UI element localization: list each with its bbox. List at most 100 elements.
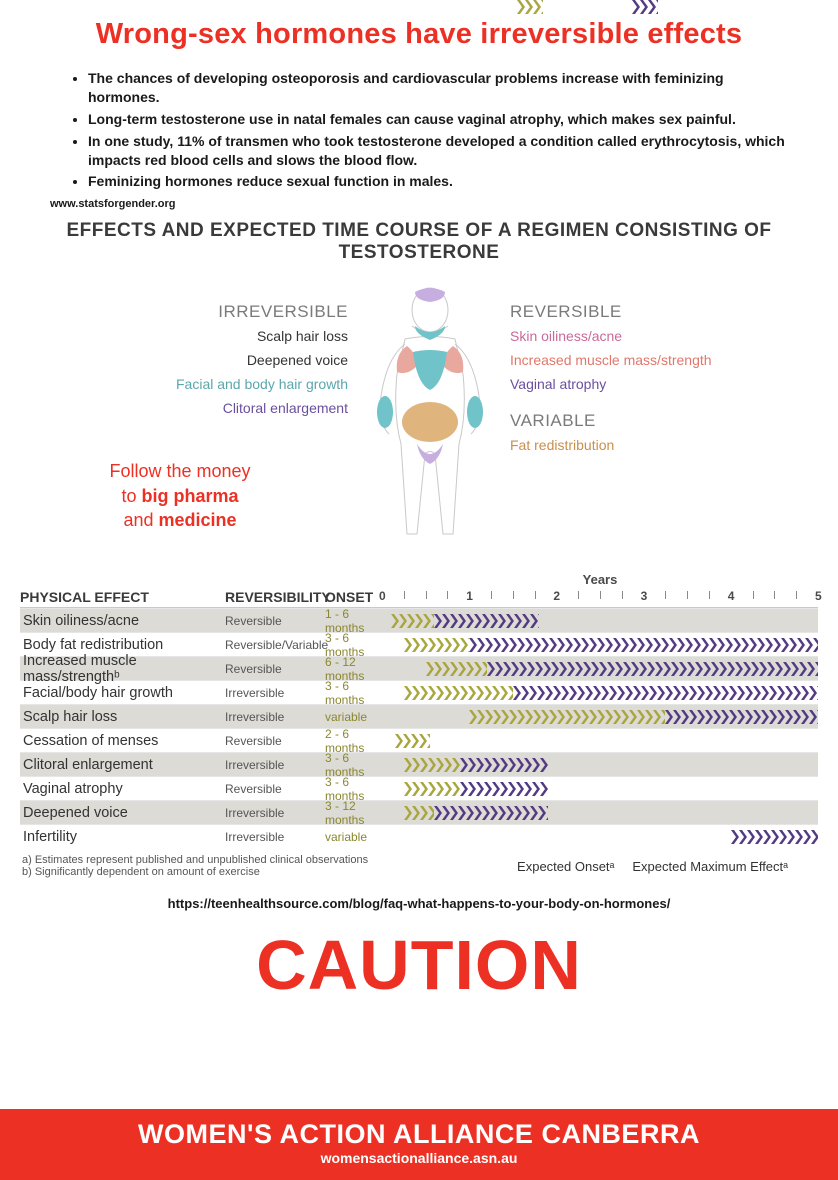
cell-physical-effect: Infertility — [20, 829, 225, 845]
cell-physical-effect: Cessation of menses — [20, 733, 225, 749]
onset-bar — [404, 806, 435, 820]
legend-swatch-max — [632, 0, 658, 14]
cell-physical-effect: Vaginal atrophy — [20, 781, 225, 797]
year-tick-minor — [709, 591, 710, 599]
bullet-item: In one study, 11% of transmen who took t… — [88, 132, 788, 170]
bullet-item: Feminizing hormones reduce sexual functi… — [88, 172, 788, 191]
year-tick-minor — [491, 591, 492, 599]
years-axis: 012345 — [382, 589, 818, 607]
year-tick-minor — [796, 591, 797, 599]
year-tick-minor — [447, 591, 448, 599]
table-row: Vaginal atrophyReversible3 - 6 months — [20, 776, 818, 800]
year-tick-major: 0 — [379, 589, 386, 603]
timeline-table: Years PHYSICAL EFFECT REVERSIBILITY ONSE… — [0, 572, 838, 848]
table-row: InfertilityIrreversiblevariable — [20, 824, 818, 848]
page-title: Wrong-sex hormones have irreversible eff… — [0, 0, 838, 59]
effect-item: Skin oiliness/acne — [510, 325, 810, 349]
timeline-bar — [382, 830, 818, 844]
body-figure — [355, 284, 505, 544]
effect-item: Clitoral enlargement — [108, 397, 348, 421]
bullet-list: The chances of developing osteoporosis a… — [0, 59, 838, 196]
footer-band: WOMEN'S ACTION ALLIANCE CANBERRA womensa… — [0, 1109, 838, 1180]
follow-money-callout: Follow the money to big pharma and medic… — [70, 459, 290, 532]
effect-item: Deepened voice — [108, 349, 348, 373]
years-label: Years — [382, 572, 818, 587]
table-row: Facial/body hair growthIrreversible3 - 6… — [20, 680, 818, 704]
irreversible-column: IRREVERSIBLE Scalp hair lossDeepened voi… — [108, 302, 348, 420]
cell-reversibility: Irreversible — [225, 686, 325, 700]
cell-onset: variable — [325, 710, 382, 724]
max-effect-bar — [460, 758, 547, 772]
cell-onset: 3 - 12 months — [325, 799, 382, 827]
cell-reversibility: Reversible — [225, 782, 325, 796]
timeline-bar — [382, 734, 818, 748]
reversible-heading: REVERSIBLE — [510, 302, 810, 322]
year-tick-minor — [687, 591, 688, 599]
cell-onset: 3 - 6 months — [325, 679, 382, 707]
max-effect-bar — [513, 686, 818, 700]
year-tick-major: 1 — [466, 589, 473, 603]
timeline-source-url: https://teenhealthsource.com/blog/faq-wh… — [0, 896, 838, 911]
year-tick-minor — [774, 591, 775, 599]
cell-reversibility: Reversible — [225, 614, 325, 628]
year-tick-major: 4 — [728, 589, 735, 603]
footnotes: a) Estimates represent published and unp… — [0, 848, 838, 878]
caution-text: CAUTION — [0, 925, 838, 1005]
table-row: Scalp hair lossIrreversiblevariable — [20, 704, 818, 728]
max-effect-bar — [731, 830, 818, 844]
onset-bar — [404, 686, 513, 700]
variable-heading: VARIABLE — [510, 411, 810, 431]
legend-max: Expected Maximum Effectᵃ — [632, 859, 788, 874]
cell-reversibility: Reversible/Variable — [225, 638, 325, 652]
year-tick-minor — [426, 591, 427, 599]
year-tick-minor — [535, 591, 536, 599]
footnote-a: a) Estimates represent published and unp… — [22, 854, 368, 866]
legend-swatch-onset — [517, 0, 543, 14]
legend: Expected Onsetᵃ Expected Maximum Effectᵃ — [517, 854, 818, 878]
irreversible-heading: IRREVERSIBLE — [108, 302, 348, 322]
cell-physical-effect: Facial/body hair growth — [20, 685, 225, 701]
legend-onset: Expected Onsetᵃ — [517, 859, 614, 874]
table-row: Cessation of mensesReversible2 - 6 month… — [20, 728, 818, 752]
year-tick-minor — [753, 591, 754, 599]
cell-onset: variable — [325, 830, 382, 844]
cell-reversibility: Irreversible — [225, 758, 325, 772]
table-row: Deepened voiceIrreversible3 - 12 months — [20, 800, 818, 824]
year-tick-minor — [600, 591, 601, 599]
effect-item: Increased muscle mass/strength — [510, 349, 810, 373]
bullet-item: Long-term testosterone use in natal fema… — [88, 110, 788, 129]
col-head-onset: ONSET — [325, 589, 382, 607]
timeline-bar — [382, 614, 818, 628]
bullet-item: The chances of developing osteoporosis a… — [88, 69, 788, 107]
onset-bar — [426, 662, 487, 676]
follow-money-l3b: medicine — [159, 510, 237, 530]
footnote-b: b) Significantly dependent on amount of … — [22, 866, 368, 878]
onset-bar — [404, 758, 461, 772]
max-effect-bar — [469, 638, 818, 652]
effect-item: Fat redistribution — [510, 434, 810, 458]
timeline-bar — [382, 662, 818, 676]
effect-item: Scalp hair loss — [108, 325, 348, 349]
year-tick-minor — [404, 591, 405, 599]
year-tick-minor — [578, 591, 579, 599]
timeline-bar — [382, 758, 818, 772]
table-row: Clitoral enlargementIrreversible3 - 6 mo… — [20, 752, 818, 776]
footer-org: WOMEN'S ACTION ALLIANCE CANBERRA — [0, 1119, 838, 1150]
cell-physical-effect: Clitoral enlargement — [20, 757, 225, 773]
follow-money-l2b: big pharma — [142, 486, 239, 506]
onset-bar — [469, 710, 665, 724]
follow-money-l3a: and — [123, 510, 158, 530]
max-effect-bar — [434, 806, 547, 820]
cell-reversibility: Reversible — [225, 662, 325, 676]
cell-reversibility: Reversible — [225, 734, 325, 748]
year-tick-major: 5 — [815, 589, 822, 603]
col-head-reversibility: REVERSIBILITY — [225, 589, 325, 607]
max-effect-bar — [487, 662, 818, 676]
body-diagram-section: IRREVERSIBLE Scalp hair lossDeepened voi… — [0, 274, 838, 564]
timeline-bar — [382, 638, 818, 652]
max-effect-bar — [460, 782, 547, 796]
cell-physical-effect: Scalp hair loss — [20, 709, 225, 725]
cell-reversibility: Irreversible — [225, 806, 325, 820]
reversible-column: REVERSIBLE Skin oiliness/acneIncreased m… — [510, 302, 810, 457]
onset-bar — [395, 734, 430, 748]
